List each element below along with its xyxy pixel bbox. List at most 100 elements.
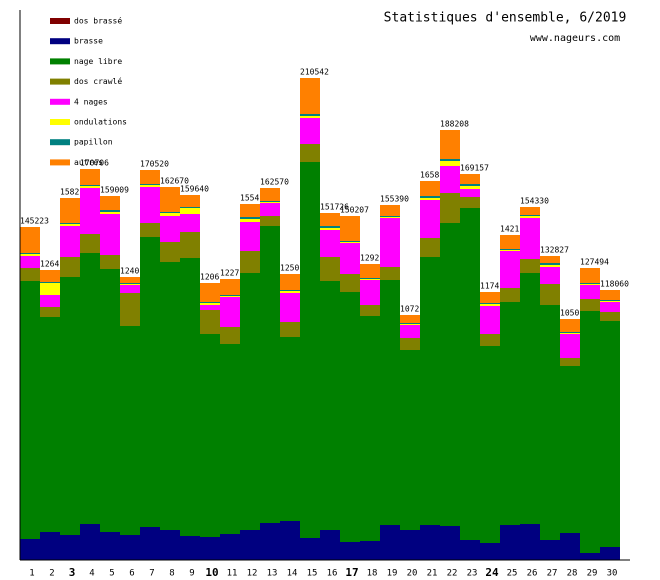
bar-segment [100, 269, 120, 532]
bar-segment [300, 144, 320, 162]
x-tick-label: 7 [149, 569, 154, 579]
bar-label: 1658 [420, 171, 439, 180]
bar-segment [480, 346, 500, 543]
chart-title: Statistiques d'ensemble, 6/2019 [384, 11, 627, 26]
x-tick-label: 3 [69, 566, 76, 579]
x-tick-label: 17 [345, 566, 358, 579]
bar-segment [380, 205, 400, 216]
bar-segment [20, 227, 40, 253]
bar-segment [260, 203, 280, 216]
legend-label: nage libre [74, 57, 122, 66]
bar-segment [420, 257, 440, 525]
legend-swatch [50, 139, 70, 146]
bar-segment [480, 543, 500, 560]
legend-label: ondulations [74, 118, 127, 127]
bar-segment [600, 321, 620, 547]
bar-segment [540, 265, 560, 267]
bar-segment [300, 78, 320, 114]
bar-segment [560, 334, 580, 358]
bar-segment [300, 118, 320, 144]
bar-label: 155390 [380, 195, 409, 204]
bar-segment [160, 262, 180, 530]
bar-segment [240, 222, 260, 251]
bar-segment [540, 256, 560, 263]
bar-segment [380, 280, 400, 525]
legend-label: 4 nages [74, 97, 108, 106]
bar-segment [460, 186, 480, 189]
bar-segment [440, 130, 460, 159]
bar-segment [500, 251, 520, 288]
bar-label: 1072 [400, 305, 419, 314]
bar-segment [420, 238, 440, 257]
bar-segment [580, 283, 600, 284]
legend-label: dos brassé [74, 16, 122, 26]
bar-segment [160, 242, 180, 262]
bar-label: 118060 [600, 280, 629, 289]
bar-segment [440, 166, 460, 193]
bar-segment [300, 114, 320, 116]
bar-segment [500, 302, 520, 525]
bar-segment [500, 250, 520, 251]
legend-swatch [50, 159, 70, 166]
x-tick-label: 9 [189, 569, 194, 579]
bar-segment [60, 257, 80, 277]
bar-segment [420, 198, 440, 200]
bar-segment [360, 278, 380, 279]
bar-segment [280, 290, 300, 291]
bar-segment [440, 159, 460, 161]
bar-segment [400, 323, 420, 324]
bar-segment [40, 307, 60, 317]
x-tick-label: 12 [247, 569, 258, 579]
bar-segment [280, 337, 300, 521]
bar-segment [40, 532, 60, 560]
bar-segment [240, 219, 260, 222]
bar-label: 159640 [180, 185, 209, 194]
x-tick-label: 6 [129, 569, 134, 579]
bar-segment [600, 301, 620, 302]
bar-segment [60, 224, 80, 226]
bar-label: 162570 [260, 178, 289, 187]
bar-segment [420, 181, 440, 196]
x-tick-label: 15 [307, 569, 318, 579]
bar-segment [300, 116, 320, 118]
bar-label: 154330 [520, 197, 549, 206]
bar-label: 1240 [120, 267, 139, 276]
bar-segment [400, 315, 420, 323]
bar-label: 1582 [60, 188, 79, 197]
bar-segment [80, 524, 100, 560]
bar-segment [520, 215, 540, 216]
bar-segment [80, 169, 100, 185]
bar-segment [220, 297, 240, 327]
bar-segment [400, 530, 420, 560]
bar-segment [240, 251, 260, 273]
bar-segment [400, 350, 420, 530]
bar-segment [120, 277, 140, 283]
bar-segment [440, 223, 460, 526]
bar-segment [480, 304, 500, 306]
bar-segment [360, 280, 380, 305]
bar-segment [380, 218, 400, 267]
bar-label: 162670 [160, 177, 189, 186]
x-tick-label: 26 [527, 569, 538, 579]
bar-segment [520, 273, 540, 524]
bar-segment [200, 310, 220, 334]
bar-segment [320, 230, 340, 257]
bar-segment [60, 535, 80, 560]
bar-segment [340, 243, 360, 274]
bar-segment [540, 263, 560, 265]
bar-segment [200, 303, 220, 305]
bar-segment [460, 174, 480, 184]
bar-segment [280, 521, 300, 560]
x-tick-label: 18 [367, 569, 378, 579]
bar-segment [200, 537, 220, 560]
legend: dos brassé brasse nage libre dos crawlé 4 na… [50, 16, 127, 167]
x-tick-label: 28 [567, 569, 578, 579]
bar-segment [340, 542, 360, 560]
bar-segment [200, 334, 220, 537]
x-tick-label: 1 [29, 569, 34, 579]
bar-segment [560, 533, 580, 560]
bar-segment [480, 303, 500, 304]
bar-segment [280, 291, 300, 293]
bar-label: 1050 [560, 309, 579, 318]
